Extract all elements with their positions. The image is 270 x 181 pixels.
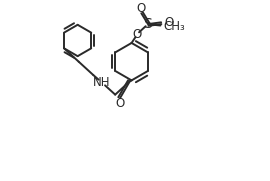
Text: O: O xyxy=(133,28,142,41)
Text: O: O xyxy=(137,2,146,15)
Text: S: S xyxy=(144,17,152,31)
Text: O: O xyxy=(164,16,173,29)
Text: O: O xyxy=(115,97,125,110)
Text: NH: NH xyxy=(93,76,111,89)
Text: CH₃: CH₃ xyxy=(163,20,185,33)
